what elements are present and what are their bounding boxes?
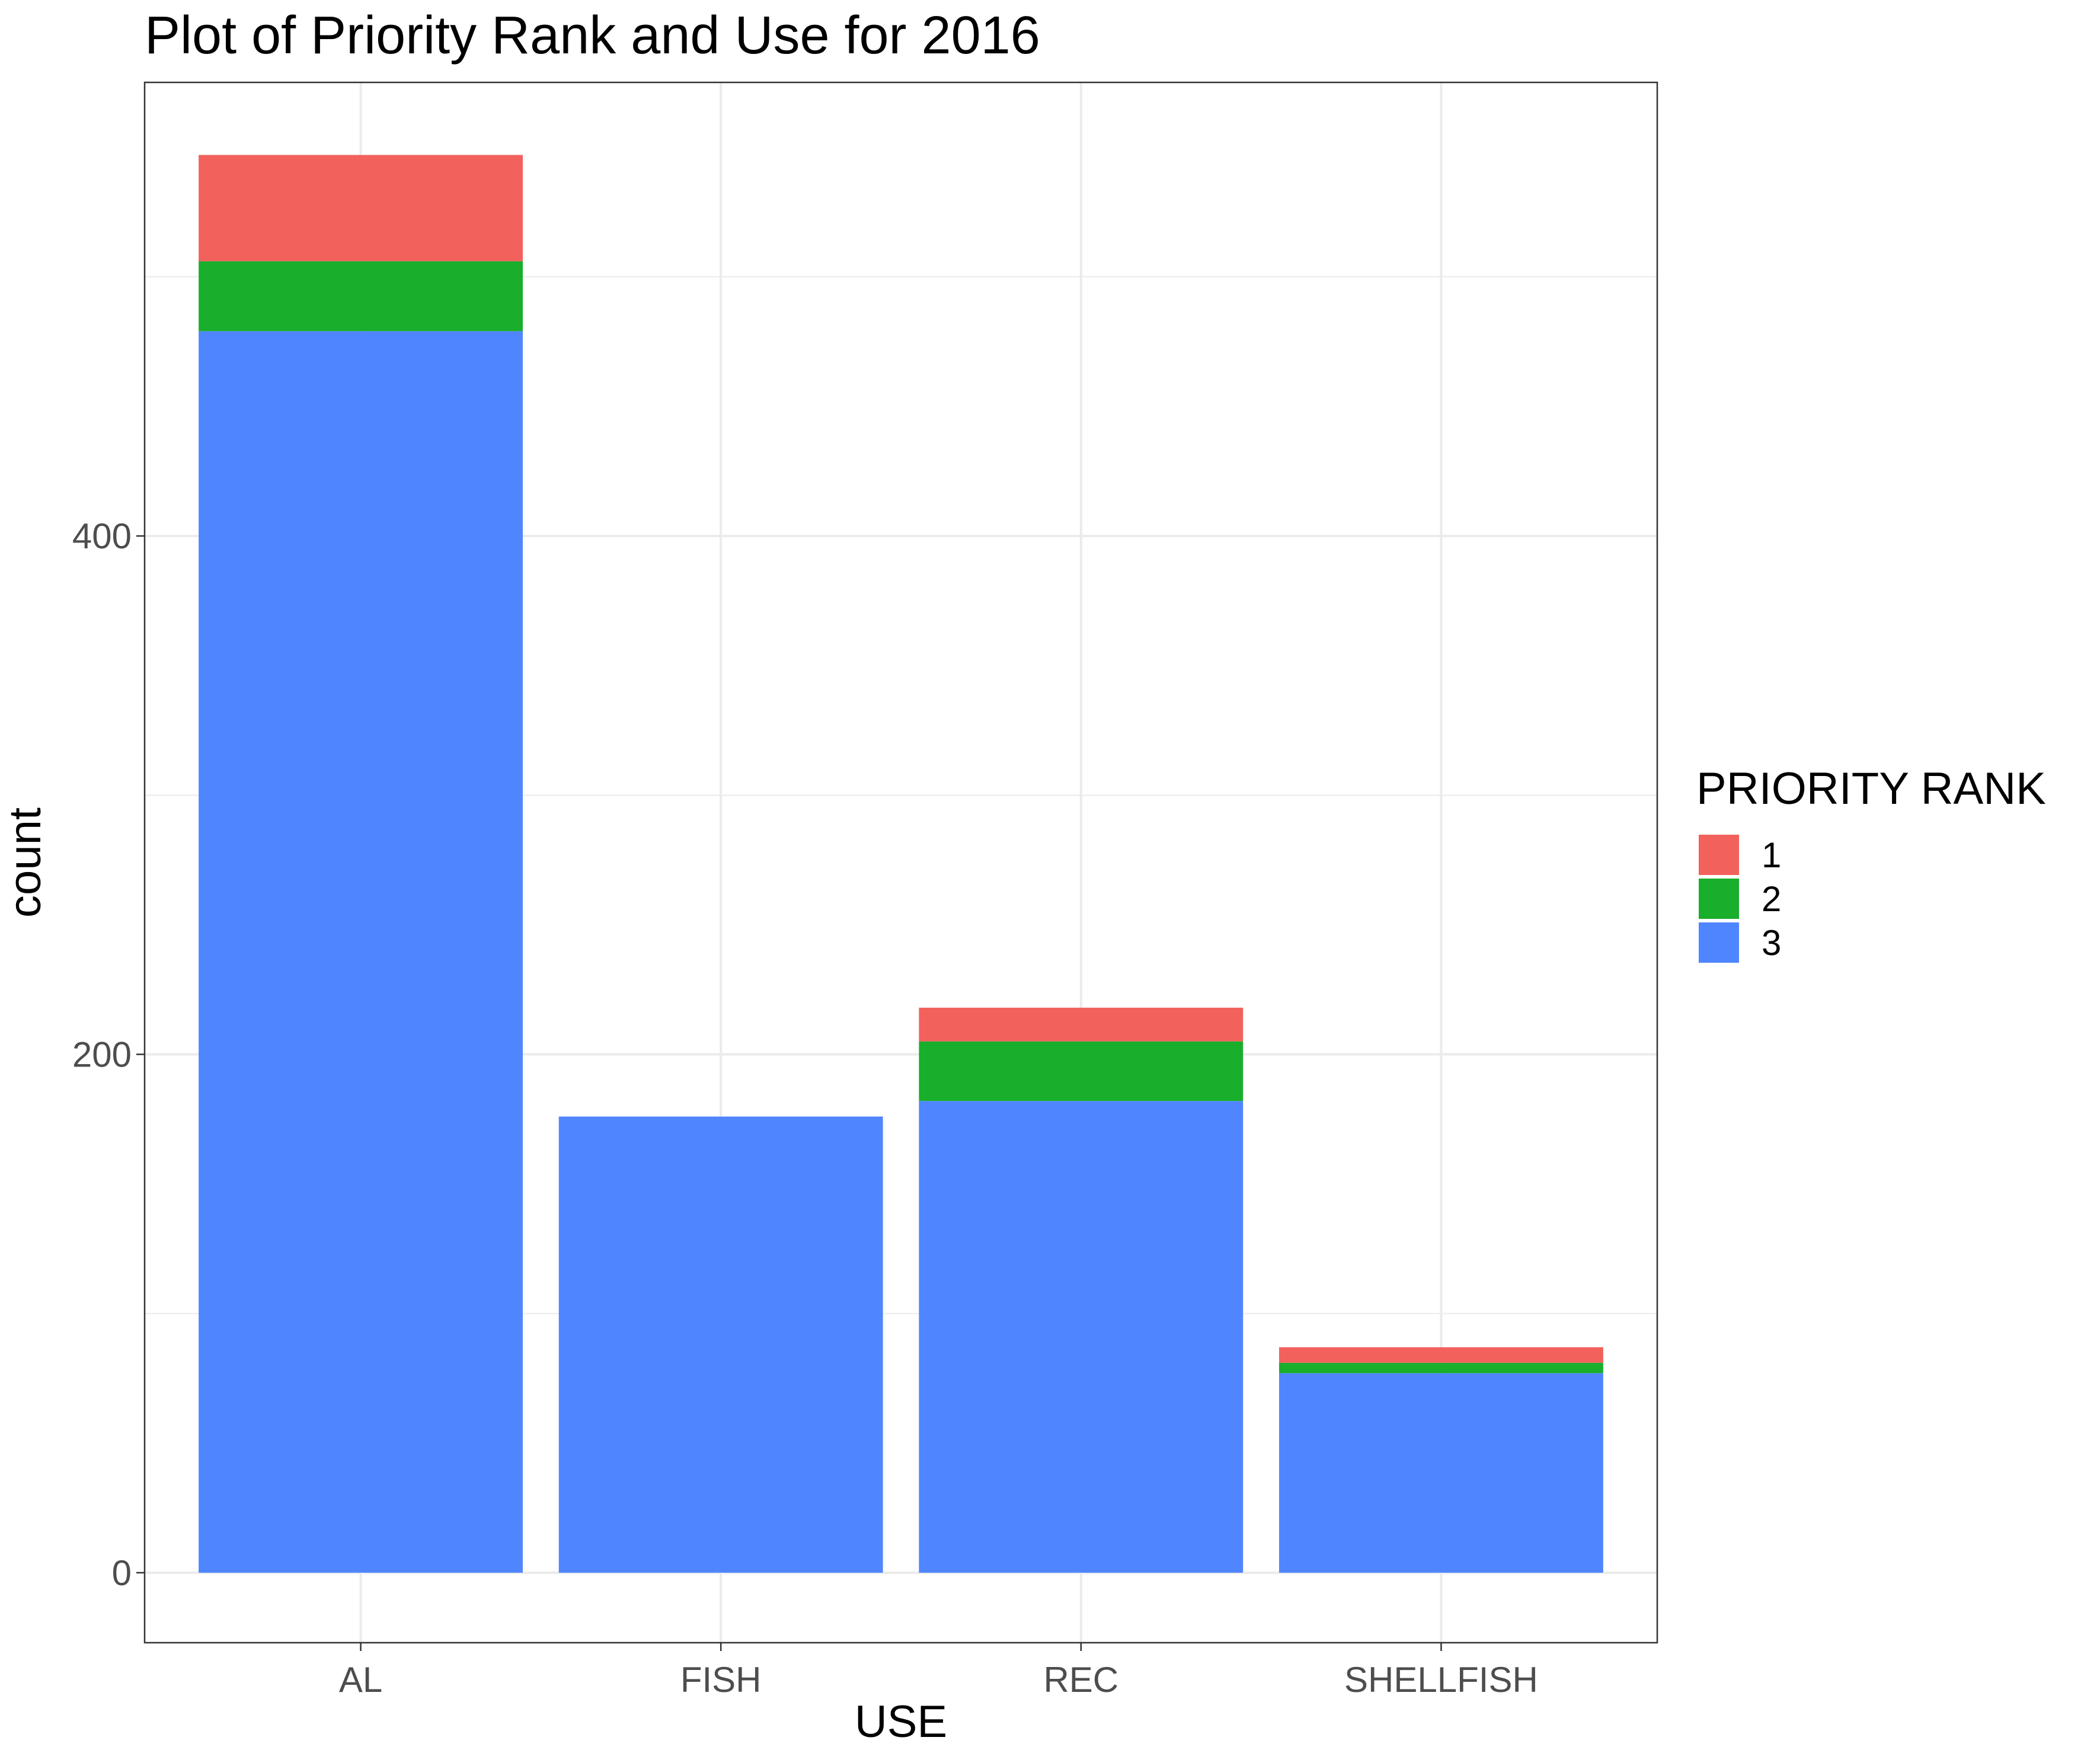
bar-segment <box>199 155 523 261</box>
bar-segment <box>919 1041 1244 1101</box>
y-axis-title: count <box>0 807 50 918</box>
legend-title: PRIORITY RANK <box>1696 764 2046 814</box>
legend-label: 1 <box>1762 835 1781 875</box>
bar-segment <box>558 1116 883 1573</box>
bar-segment <box>919 1007 1244 1042</box>
legend-swatch <box>1699 922 1739 963</box>
y-tick-label: 400 <box>72 516 132 556</box>
x-tick-label: SHELLFISH <box>1344 1660 1538 1700</box>
bar-segment <box>1279 1373 1603 1573</box>
bars <box>199 155 1603 1573</box>
legend: PRIORITY RANK 123 <box>1696 764 2046 963</box>
bar-segment <box>199 331 523 1573</box>
x-tick-label: AL <box>339 1660 382 1700</box>
bar-segment <box>919 1101 1244 1573</box>
y-tick-label: 200 <box>72 1035 132 1075</box>
x-tick-label: REC <box>1043 1660 1118 1700</box>
x-tick-label: FISH <box>680 1660 762 1700</box>
plot-area <box>143 81 1658 1644</box>
chart-title: Plot of Priority Rank and Use for 2016 <box>145 6 1040 65</box>
bar-segment <box>199 261 523 331</box>
plot-border <box>143 81 1658 1644</box>
y-axis: 0 200 400 <box>72 516 145 1593</box>
bar-segment <box>1279 1347 1603 1363</box>
y-tick-label: 0 <box>112 1553 132 1593</box>
legend-label: 2 <box>1762 879 1781 919</box>
legend-swatch <box>1699 879 1739 919</box>
x-axis: AL FISH REC SHELLFISH <box>339 1643 1538 1700</box>
x-axis-title: USE <box>855 1697 947 1747</box>
legend-swatch <box>1699 835 1739 875</box>
bar-segment <box>1279 1362 1603 1374</box>
legend-label: 3 <box>1762 923 1781 963</box>
